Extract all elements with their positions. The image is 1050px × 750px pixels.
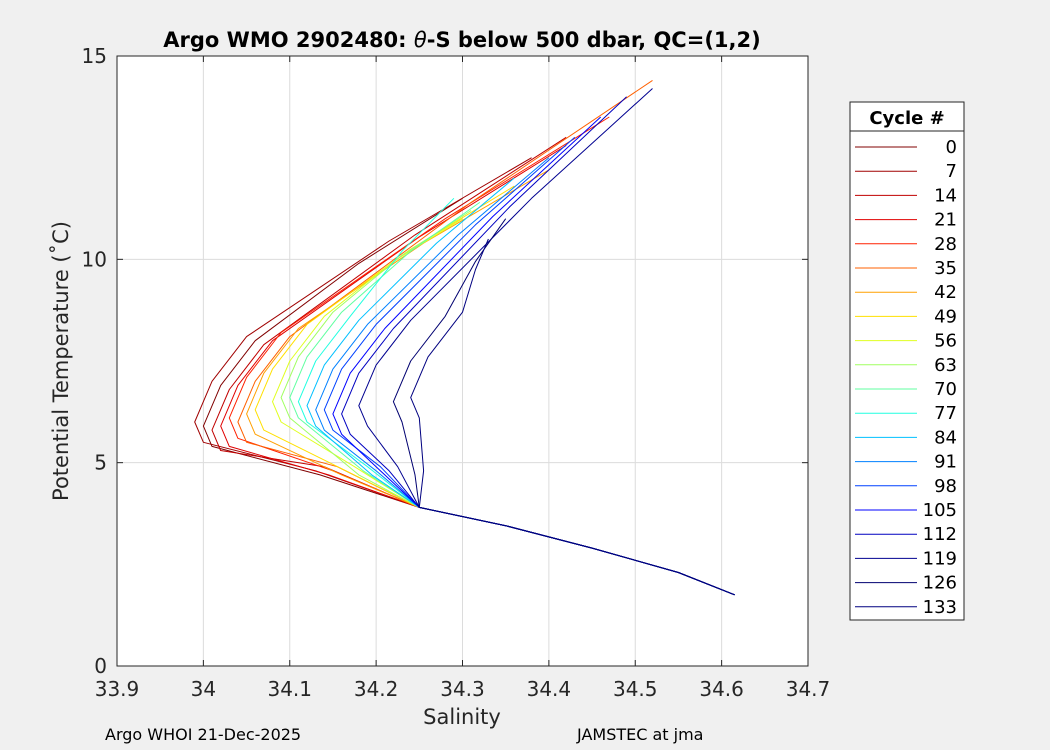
- legend-label: 126: [923, 573, 957, 594]
- legend-label: 7: [946, 161, 957, 182]
- y-tick-label: 5: [94, 451, 107, 475]
- footer-right: JAMSTEC at jma: [577, 725, 704, 744]
- x-tick-label: 34.1: [267, 677, 312, 701]
- y-tick-label: 10: [82, 247, 107, 271]
- chart-title: Argo WMO 2902480: θ-S below 500 dbar, QC…: [163, 28, 760, 52]
- legend-box: [849, 101, 965, 621]
- x-tick-label: 34.7: [786, 677, 831, 701]
- x-axis-label: Salinity: [423, 705, 501, 729]
- legend-label: 14: [934, 185, 957, 206]
- legend-label: 0: [946, 137, 957, 158]
- x-tick-label: 34: [191, 677, 216, 701]
- legend-label: 84: [934, 427, 957, 448]
- legend-label: 133: [923, 597, 957, 618]
- x-tick-label: 33.9: [95, 677, 140, 701]
- legend: Cycle # 0 7 14 21 28 35 42 49 56 63 70 77 84 91 98 105 1…: [849, 101, 965, 621]
- x-tick-label: 34.2: [354, 677, 399, 701]
- legend-label: 42: [934, 282, 957, 303]
- x-ticks: 33.9 34 34.1 34.2 34.3 34.4 34.5 34.6 34.7: [95, 56, 831, 701]
- y-tick-label: 15: [82, 44, 107, 68]
- legend-label: 112: [923, 524, 957, 545]
- series-line-cycle-133: [410, 238, 735, 596]
- legend-label: 70: [934, 379, 957, 400]
- x-tick-label: 34.5: [613, 677, 658, 701]
- x-tick-label: 34.3: [440, 677, 485, 701]
- legend-label: 91: [934, 452, 957, 473]
- legend-title: Cycle #: [869, 108, 944, 129]
- y-tick-label: 0: [94, 654, 107, 678]
- legend-label: 28: [934, 234, 957, 255]
- legend-label: 105: [923, 500, 957, 521]
- legend-label: 98: [934, 476, 957, 497]
- y-axis-label: Potential Temperature (˚C): [49, 221, 73, 501]
- legend-label: 49: [934, 306, 957, 327]
- series-group: [194, 79, 735, 596]
- legend-label: 119: [923, 548, 957, 569]
- legend-entries: 0 7 14 21 28 35 42 49 56 63 70 77 84 91 98 105 112 119 126…: [855, 137, 957, 618]
- legend-label: 56: [934, 331, 957, 352]
- x-tick-label: 34.4: [527, 677, 572, 701]
- y-ticks: 0 5 10 15: [82, 44, 808, 678]
- x-tick-label: 34.6: [699, 677, 744, 701]
- footer-left: Argo WHOI 21-Dec-2025: [105, 725, 302, 744]
- legend-label: 63: [934, 355, 957, 376]
- legend-label: 21: [934, 210, 957, 231]
- legend-label: 77: [934, 403, 957, 424]
- legend-label: 35: [934, 258, 957, 279]
